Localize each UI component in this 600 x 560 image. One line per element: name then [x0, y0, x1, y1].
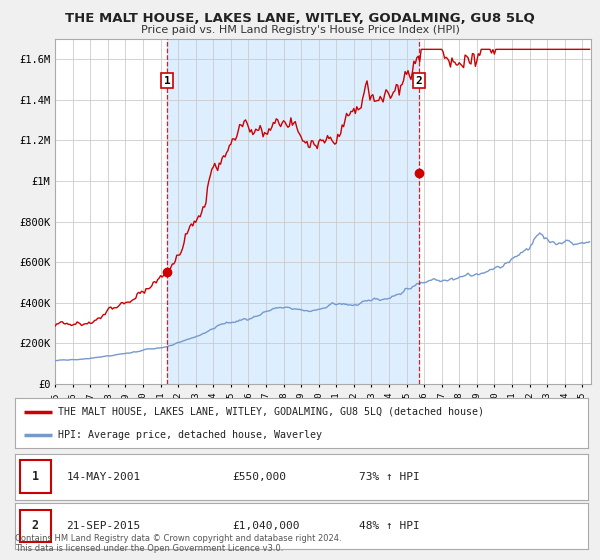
Text: Contains HM Land Registry data © Crown copyright and database right 2024.
This d: Contains HM Land Registry data © Crown c…: [15, 534, 341, 553]
Bar: [167, 39, 419, 384]
FancyBboxPatch shape: [20, 510, 51, 542]
Text: 14-MAY-2001: 14-MAY-2001: [67, 472, 141, 482]
Text: 2: 2: [32, 519, 39, 533]
Text: 48% ↑ HPI: 48% ↑ HPI: [359, 521, 419, 531]
Text: THE MALT HOUSE, LAKES LANE, WITLEY, GODALMING, GU8 5LQ (detached house): THE MALT HOUSE, LAKES LANE, WITLEY, GODA…: [58, 407, 484, 417]
Text: Price paid vs. HM Land Registry's House Price Index (HPI): Price paid vs. HM Land Registry's House …: [140, 25, 460, 35]
Text: £1,040,000: £1,040,000: [233, 521, 300, 531]
Text: 1: 1: [164, 76, 170, 86]
Text: 1: 1: [32, 470, 39, 483]
Text: THE MALT HOUSE, LAKES LANE, WITLEY, GODALMING, GU8 5LQ: THE MALT HOUSE, LAKES LANE, WITLEY, GODA…: [65, 12, 535, 25]
Text: 21-SEP-2015: 21-SEP-2015: [67, 521, 141, 531]
Text: £550,000: £550,000: [233, 472, 287, 482]
Text: 2: 2: [416, 76, 422, 86]
Text: 73% ↑ HPI: 73% ↑ HPI: [359, 472, 419, 482]
FancyBboxPatch shape: [20, 460, 51, 493]
Text: HPI: Average price, detached house, Waverley: HPI: Average price, detached house, Wave…: [58, 431, 322, 440]
